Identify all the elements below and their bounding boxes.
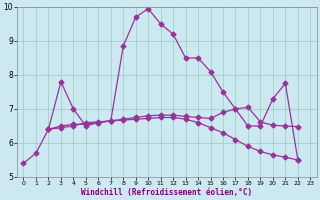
X-axis label: Windchill (Refroidissement éolien,°C): Windchill (Refroidissement éolien,°C) [81, 188, 252, 197]
